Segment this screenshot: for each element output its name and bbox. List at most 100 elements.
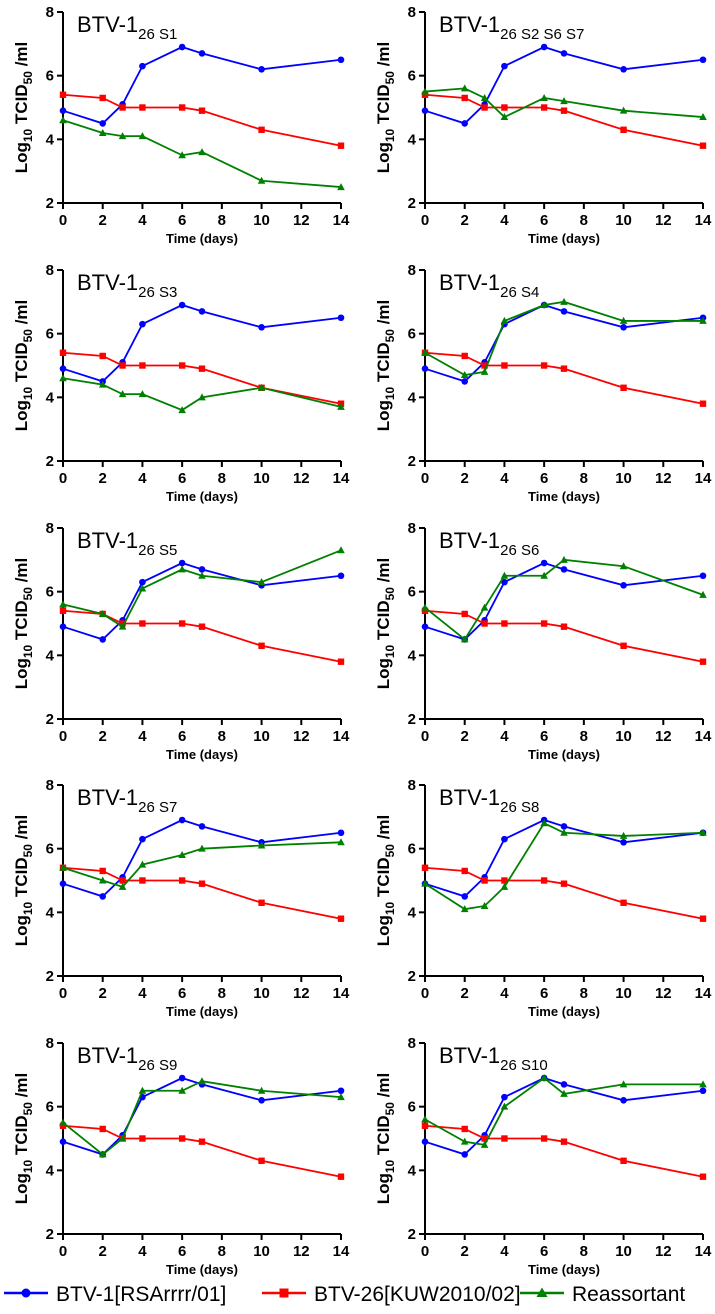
data-point <box>421 603 429 611</box>
data-point <box>620 899 627 906</box>
series-line <box>424 819 704 898</box>
x-tick-label: 12 <box>655 470 672 487</box>
y-axis-title: Log10 TCID50 /ml <box>374 1073 397 1205</box>
data-point <box>501 620 508 627</box>
x-tick-label: 6 <box>540 470 548 487</box>
y-tick-label: 8 <box>408 520 416 537</box>
data-point <box>139 62 146 70</box>
data-point <box>198 148 206 156</box>
y-axis-title-subscript: 10 <box>383 128 397 142</box>
series-line <box>424 1124 704 1178</box>
x-tick-label: 10 <box>615 1243 632 1260</box>
data-point <box>560 1138 568 1145</box>
y-axis-title-part: /ml <box>12 300 31 329</box>
series-triangle <box>59 546 345 630</box>
data-point <box>540 1074 548 1082</box>
data-point <box>620 1097 627 1104</box>
x-tick-label: 6 <box>178 470 186 487</box>
y-axis-title-part: TCID <box>12 600 31 644</box>
data-point <box>560 297 568 305</box>
panel-title-main: BTV-1 <box>439 12 500 37</box>
data-point <box>619 1080 628 1088</box>
data-point <box>337 658 345 665</box>
data-point <box>620 126 627 133</box>
x-tick-label: 6 <box>178 985 186 1002</box>
series-line <box>424 866 704 920</box>
y-tick-label: 2 <box>46 1226 54 1243</box>
series-line <box>62 304 342 383</box>
legend-marker-square <box>279 1288 289 1298</box>
data-point <box>178 104 186 111</box>
x-tick-label: 10 <box>615 470 632 487</box>
legend-marker-triangle <box>536 1287 548 1297</box>
legend-label-reassortant: Reassortant <box>572 1283 685 1306</box>
x-tick-label: 12 <box>293 1243 310 1260</box>
x-tick-label: 14 <box>333 1243 350 1260</box>
x-tick-label: 2 <box>99 212 107 229</box>
legend: BTV-1[RSArrrr/01] BTV-26[KUW2010/02] Rea… <box>4 1283 685 1306</box>
y-axis-title-subscript: 10 <box>383 1159 397 1173</box>
x-tick-label: 12 <box>655 1243 672 1260</box>
data-point <box>560 623 568 630</box>
data-point <box>500 882 509 890</box>
y-axis-title-part: Log <box>374 658 393 689</box>
data-point <box>540 559 548 567</box>
data-point <box>501 362 508 369</box>
series-triangle <box>59 838 345 890</box>
x-tick-label: 10 <box>253 470 270 487</box>
series-circle <box>59 43 345 127</box>
data-point <box>620 642 627 649</box>
data-point <box>540 301 548 309</box>
data-point <box>198 1077 206 1085</box>
data-point <box>461 120 469 127</box>
series-circle <box>59 816 345 900</box>
y-axis-title-part: /ml <box>374 1073 393 1102</box>
x-tick-label: 12 <box>293 212 310 229</box>
data-point <box>258 1097 265 1104</box>
x-tick-label: 0 <box>421 1243 429 1260</box>
panel-title: BTV-126 S9 <box>77 1043 177 1074</box>
y-tick-label: 6 <box>408 68 416 85</box>
y-axis-title: Log10 TCID50 /ml <box>12 300 35 432</box>
data-point <box>480 367 489 375</box>
data-point <box>337 915 345 922</box>
x-tick-label: 12 <box>293 985 310 1002</box>
x-tick-label: 14 <box>695 728 712 745</box>
y-axis-title-subscript: 50 <box>21 1102 35 1116</box>
series-triangle <box>421 84 707 121</box>
y-tick-label: 6 <box>408 584 416 601</box>
panel-title-main: BTV-1 <box>439 785 500 810</box>
panel-title: BTV-126 S5 <box>77 528 177 559</box>
panel-title-subscript: 26 S6 <box>500 542 539 559</box>
panel-title: BTV-126 S8 <box>439 785 539 816</box>
data-point <box>98 1150 107 1158</box>
data-point <box>540 93 548 101</box>
y-tick-label: 2 <box>46 453 54 470</box>
data-point <box>59 880 67 887</box>
x-tick-label: 8 <box>218 985 226 1002</box>
y-tick-label: 4 <box>46 1162 55 1179</box>
y-axis-title-part: TCID <box>374 600 393 644</box>
data-point <box>337 829 345 837</box>
data-point <box>699 658 707 665</box>
data-point <box>460 905 469 913</box>
data-point <box>560 308 568 315</box>
data-point <box>257 578 266 586</box>
data-point <box>59 365 67 372</box>
y-axis-title-subscript: 50 <box>21 71 35 85</box>
series-square <box>59 91 345 149</box>
y-tick-label: 2 <box>46 195 54 212</box>
y-axis-title-part: TCID <box>12 84 31 128</box>
data-point <box>501 1093 508 1101</box>
data-point <box>139 320 146 328</box>
x-tick-label: 10 <box>615 212 632 229</box>
y-tick-label: 4 <box>46 389 55 406</box>
data-point <box>461 1151 469 1158</box>
data-point <box>501 877 508 884</box>
y-axis-title-subscript: 50 <box>383 844 397 858</box>
data-point <box>178 43 186 51</box>
